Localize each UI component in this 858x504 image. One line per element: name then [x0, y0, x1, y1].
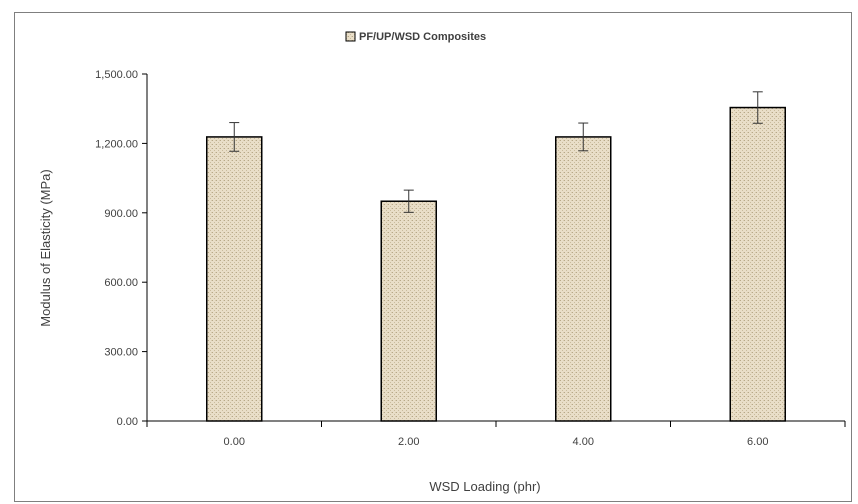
- bar: [729, 106, 786, 422]
- bar: [380, 200, 437, 422]
- y-tick-label: 1,500.00: [95, 69, 138, 81]
- plot-area: 0.00 300.00 600.00 900.00 1,200.00 1,500.00 0.…: [95, 69, 846, 448]
- x-axis-title: WSD Loading (phr): [429, 479, 540, 494]
- x-tick-label: 0.00: [224, 436, 245, 448]
- y-tick-label: 1,200.00: [95, 138, 138, 150]
- bar: [206, 136, 263, 422]
- y-tick-label: 300.00: [104, 347, 138, 359]
- x-tick-label: 6.00: [747, 436, 768, 448]
- legend: PF/UP/WSD Composites: [345, 31, 486, 43]
- bar: [555, 136, 612, 422]
- y-tick-label: 0.00: [117, 416, 138, 428]
- x-tick-label: 4.00: [573, 436, 594, 448]
- y-tick-label: 600.00: [104, 277, 138, 289]
- y-axis-title: Modulus of Elasticity (MPa): [38, 169, 53, 327]
- legend-label: PF/UP/WSD Composites: [359, 31, 486, 43]
- y-tick-label: 900.00: [104, 208, 138, 220]
- x-tick-label: 2.00: [398, 436, 419, 448]
- legend-swatch: [345, 31, 356, 42]
